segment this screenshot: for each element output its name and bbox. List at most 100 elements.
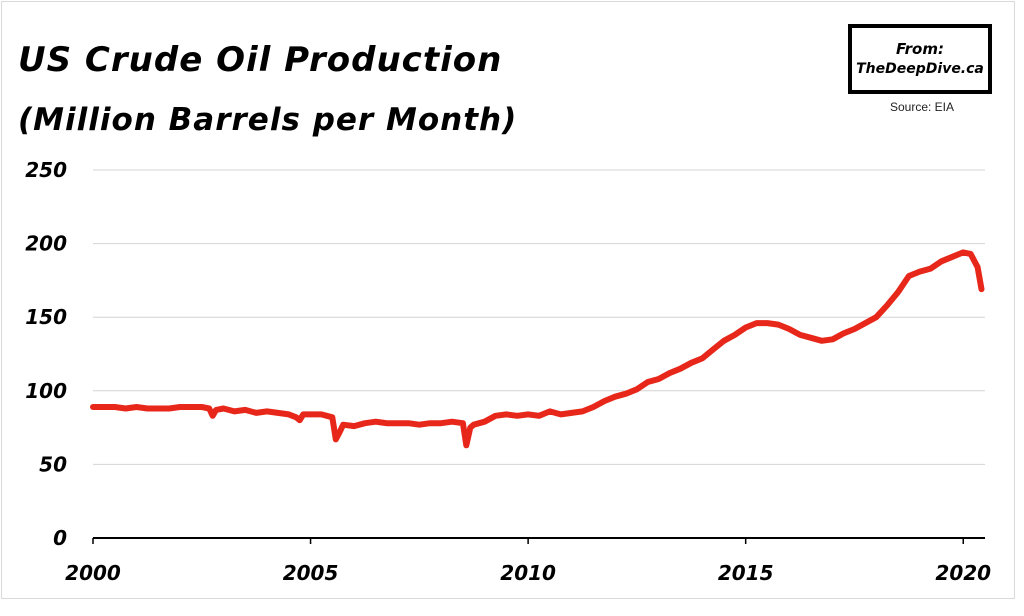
data-point [765,321,770,326]
data-point [602,399,607,404]
data-point [569,410,574,415]
data-point [362,421,367,426]
data-point [210,413,215,418]
data-point [732,332,737,337]
data-point [199,404,204,409]
y-tick-label: 100 [25,379,67,403]
chart-subtitle: (Million Barrels per Month) [18,102,518,138]
data-point [613,394,618,399]
data-point [406,421,411,426]
data-point [482,419,487,424]
data-point [721,338,726,343]
data-point [979,287,984,292]
x-tick-labels: 2000 2005 2010 2015 2020 [65,561,991,585]
data-point [895,290,900,295]
data-point [91,404,95,409]
data-point [243,407,248,412]
data-point [471,422,476,427]
y-tick-label: 50 [39,452,67,476]
data-point [504,412,509,417]
data-point [319,412,324,417]
data-point [808,335,813,340]
data-point [874,315,879,320]
data-point [678,366,683,371]
chart-frame [1,1,1015,599]
x-tick-label: 2005 [283,561,339,585]
x-tick-label: 2015 [718,561,774,585]
data-point [333,437,338,442]
data-point [101,404,106,409]
data-point [428,421,433,426]
data-point [841,331,846,336]
data-point [645,379,650,384]
data-point [798,332,803,337]
data-point [667,371,672,376]
data-point [207,406,212,411]
data-point [395,421,400,426]
data-point [917,269,922,274]
data-point [468,425,473,430]
grid-lines [93,169,985,465]
data-point [232,409,237,414]
data-point [221,406,226,411]
data-point [515,413,520,418]
data-point [188,404,193,409]
data-point [634,387,639,392]
data-point [449,419,454,424]
data-point [214,407,219,412]
data-point [301,412,306,417]
data-point [830,337,835,342]
data-point [928,266,933,271]
x-tick-label: 2000 [65,561,121,585]
data-point [265,409,270,414]
data-point [384,421,389,426]
y-tick-label: 200 [25,232,67,256]
data-point [294,415,299,420]
data-point [558,412,563,417]
data-point [863,321,868,326]
data-point [700,356,705,361]
data-point [787,326,792,331]
data-point [950,254,955,259]
data-point [580,409,585,414]
data-point [352,424,357,429]
data-point [145,406,150,411]
data-point [819,338,824,343]
y-tick-label: 250 [25,158,67,182]
badge-from-label: From: [896,40,944,58]
series-layer [90,249,985,449]
data-point [460,421,465,426]
data-point [493,413,498,418]
badge-site-label: TheDeepDive.ca [856,61,984,77]
data-point [743,325,748,330]
data-point [297,418,302,423]
source-note: Source: EIA [889,100,955,114]
data-point [975,265,980,270]
data-point [776,322,781,327]
data-point [134,404,139,409]
data-point [624,391,629,396]
data-point [439,421,444,426]
data-point [906,273,911,278]
axes [92,537,985,544]
data-point [711,347,716,352]
attribution-badge: From: TheDeepDive.ca [848,24,992,94]
data-point [337,430,342,435]
y-tick-labels: 0 50 100 150 200 250 [25,158,67,550]
data-point [689,360,694,365]
data-point [417,422,422,427]
data-point [537,413,541,418]
data-point [156,406,161,411]
data-point [308,412,313,417]
data-point [547,409,552,414]
data-point [123,406,128,411]
data-point [885,303,890,308]
x-tick-label: 2020 [935,561,991,585]
data-point [961,250,966,255]
chart-title: US Crude Oil Production [18,40,503,80]
data-point [275,410,280,415]
data-point [167,406,172,411]
data-point [254,410,259,415]
data-point [464,443,469,448]
